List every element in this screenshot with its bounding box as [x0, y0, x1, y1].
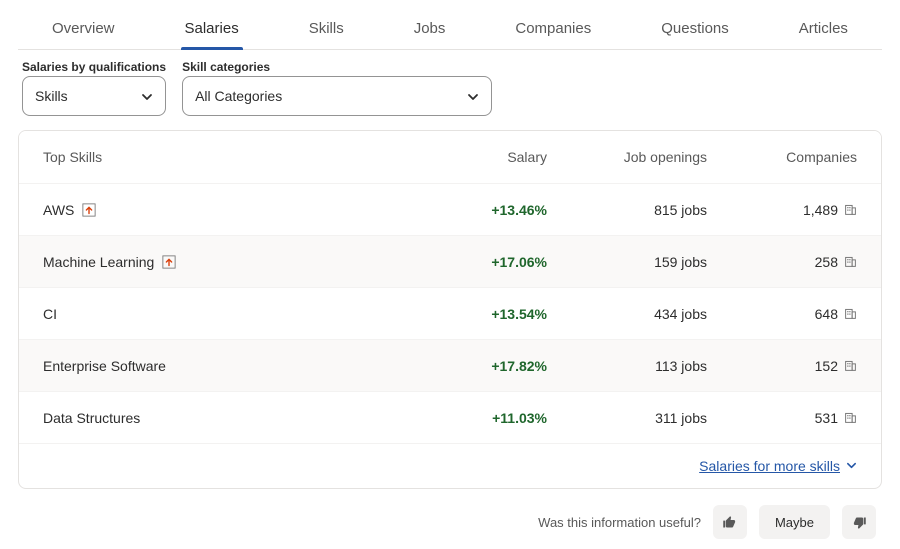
jobs-cell: 159 jobs [547, 254, 707, 270]
jobs-cell: 815 jobs [547, 202, 707, 218]
thumbs-down-icon [852, 515, 867, 530]
building-icon [844, 307, 857, 320]
skill-name: AWS [43, 202, 74, 218]
tab-companies[interactable]: Companies [511, 12, 595, 49]
skill-name: CI [43, 306, 57, 322]
building-icon [844, 411, 857, 424]
building-icon [844, 255, 857, 268]
skill-cell: Data Structures [43, 410, 427, 426]
skill-cell: CI [43, 306, 427, 322]
skill-cell: Enterprise Software [43, 358, 427, 374]
qualifications-select[interactable]: Skills [22, 76, 166, 116]
building-icon [844, 359, 857, 372]
companies-count: 531 [815, 410, 838, 426]
jobs-cell: 434 jobs [547, 306, 707, 322]
companies-count: 258 [815, 254, 838, 270]
tab-overview[interactable]: Overview [48, 12, 119, 49]
skill-name: Enterprise Software [43, 358, 166, 374]
th-skill: Top Skills [43, 149, 427, 165]
companies-count: 648 [815, 306, 838, 322]
tab-salaries[interactable]: Salaries [181, 12, 243, 49]
salary-cell: +11.03% [427, 410, 547, 426]
companies-cell: 648 [707, 306, 857, 322]
trend-up-icon [162, 255, 176, 269]
companies-cell: 258 [707, 254, 857, 270]
salary-cell: +17.06% [427, 254, 547, 270]
companies-cell: 1,489 [707, 202, 857, 218]
thumbs-up-icon [722, 515, 737, 530]
chevron-down-icon [141, 90, 153, 102]
table-row[interactable]: Data Structures +11.03%311 jobs 531 [19, 391, 881, 443]
table-row[interactable]: Enterprise Software +17.82%113 jobs 152 [19, 339, 881, 391]
th-companies: Companies [707, 149, 857, 165]
skill-cell: AWS [43, 202, 427, 218]
skills-table: Top Skills Salary Job openings Companies… [18, 130, 882, 489]
companies-cell: 531 [707, 410, 857, 426]
th-salary: Salary [427, 149, 547, 165]
jobs-cell: 113 jobs [547, 358, 707, 374]
th-jobs: Job openings [547, 149, 707, 165]
filter-qualifications: Salaries by qualifications Skills [22, 60, 166, 116]
thumbs-up-button[interactable] [713, 505, 747, 539]
tab-questions[interactable]: Questions [657, 12, 733, 49]
table-header-row: Top Skills Salary Job openings Companies [19, 131, 881, 183]
chevron-down-icon [467, 90, 479, 102]
tab-skills[interactable]: Skills [305, 12, 348, 49]
tab-jobs[interactable]: Jobs [410, 12, 450, 49]
more-skills-link[interactable]: Salaries for more skills [699, 458, 840, 474]
salary-cell: +13.46% [427, 202, 547, 218]
jobs-cell: 311 jobs [547, 410, 707, 426]
chevron-down-icon [846, 458, 857, 474]
more-skills-row: Salaries for more skills [19, 443, 881, 488]
building-icon [844, 203, 857, 216]
qualifications-select-value: Skills [35, 88, 68, 104]
skill-name: Machine Learning [43, 254, 154, 270]
companies-cell: 152 [707, 358, 857, 374]
salary-cell: +13.54% [427, 306, 547, 322]
categories-select[interactable]: All Categories [182, 76, 492, 116]
filter-qualifications-label: Salaries by qualifications [22, 60, 166, 74]
companies-count: 1,489 [803, 202, 838, 218]
categories-select-value: All Categories [195, 88, 282, 104]
maybe-button[interactable]: Maybe [759, 505, 830, 539]
trend-up-icon [82, 203, 96, 217]
nav-tabs: Overview Salaries Skills Jobs Companies Quest… [18, 0, 882, 50]
table-row[interactable]: AWS +13.46%815 jobs 1,489 [19, 183, 881, 235]
filter-categories-label: Skill categories [182, 60, 492, 74]
filters-row: Salaries by qualifications Skills Skill … [18, 50, 882, 130]
feedback-prompt: Was this information useful? [538, 515, 701, 530]
maybe-button-label: Maybe [775, 515, 814, 530]
companies-count: 152 [815, 358, 838, 374]
skill-name: Data Structures [43, 410, 140, 426]
feedback-bar: Was this information useful? Maybe [18, 489, 882, 549]
skill-cell: Machine Learning [43, 254, 427, 270]
salary-cell: +17.82% [427, 358, 547, 374]
thumbs-down-button[interactable] [842, 505, 876, 539]
table-row[interactable]: Machine Learning +17.06%159 jobs 258 [19, 235, 881, 287]
table-row[interactable]: CI +13.54%434 jobs 648 [19, 287, 881, 339]
tab-articles[interactable]: Articles [795, 12, 852, 49]
filter-categories: Skill categories All Categories [182, 60, 492, 116]
